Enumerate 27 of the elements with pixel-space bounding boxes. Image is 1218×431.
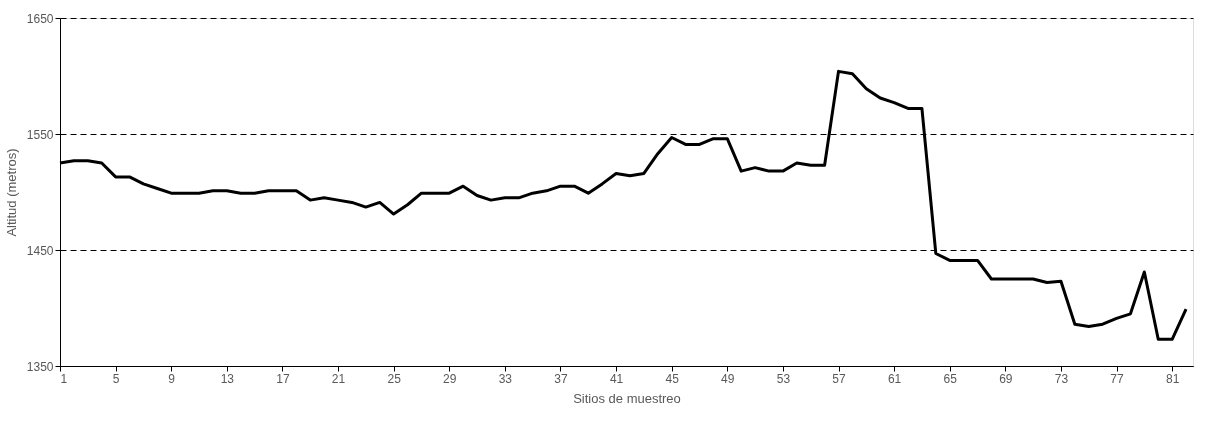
x-tick-label: 49 [721,371,735,386]
x-tick-label: 57 [832,371,846,386]
x-axis-title: Sitios de muestreo [573,390,681,406]
y-axis-title: Altitud (metros) [3,148,19,237]
x-tick-label: 45 [665,371,680,386]
x-tick-label: 33 [498,371,513,386]
x-tick-label: 65 [943,371,958,386]
x-tick-label: 81 [1165,371,1180,386]
x-tick-label: 77 [1110,371,1125,386]
y-tick-label: 1350 [26,359,54,374]
y-tick-label: 1550 [26,127,54,142]
x-tick-label: 5 [112,371,120,386]
x-tick-label: 41 [609,371,624,386]
x-tick-label: 53 [776,371,791,386]
x-tick-label: 29 [443,371,457,386]
y-tick-label: 1450 [26,243,54,258]
x-tick-label: 9 [168,371,176,386]
x-tick-label: 25 [387,371,402,386]
x-tick-label: 13 [220,371,235,386]
x-tick-label: 73 [1054,371,1069,386]
x-tick-label: 17 [276,371,290,386]
x-tick-label: 37 [554,371,568,386]
x-tick-label: 61 [887,371,902,386]
x-tick-label: 1 [60,371,68,386]
y-tick-label: 1650 [26,11,54,26]
x-tick-label: 69 [999,371,1013,386]
x-tick-label: 21 [331,371,346,386]
